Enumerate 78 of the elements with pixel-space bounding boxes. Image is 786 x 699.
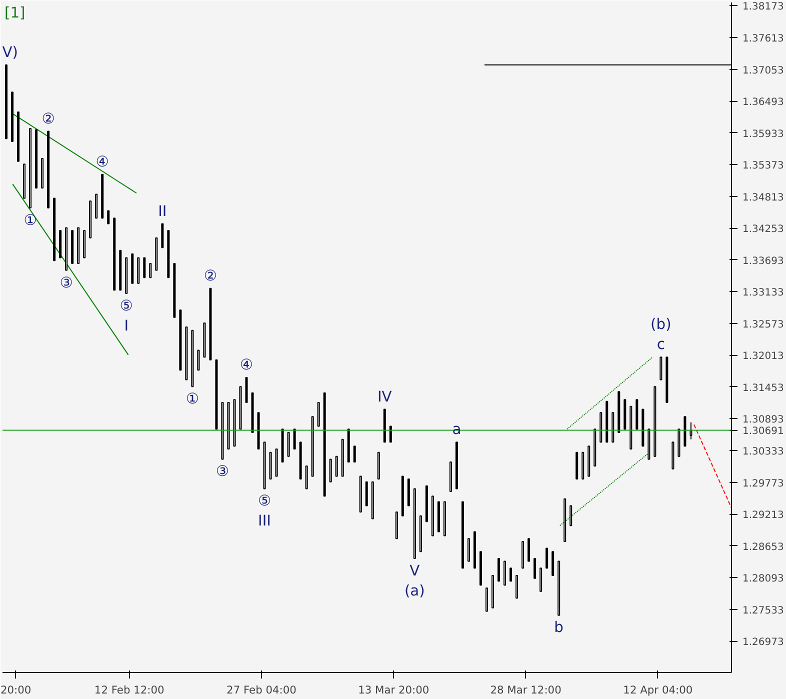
y-tick-label: 1.29213 — [742, 510, 784, 522]
candlestick — [287, 432, 290, 457]
y-tick-label: 1.34813 — [742, 192, 784, 204]
candlestick — [546, 548, 548, 569]
y-tick-label: 1.35373 — [742, 160, 784, 172]
candlestick — [389, 426, 392, 443]
annotation: c — [656, 336, 665, 354]
annotation: ② — [204, 267, 218, 284]
candlestick — [329, 458, 332, 482]
candlestick — [335, 456, 338, 477]
candlestick — [570, 505, 572, 526]
y-tick-label: 1.34253 — [742, 224, 784, 236]
y-tick-label: 1.28093 — [742, 574, 784, 585]
candlestick — [467, 538, 470, 562]
candlestick — [353, 446, 356, 463]
y-tick-label: 1.28653 — [742, 542, 784, 553]
candlestick — [498, 558, 500, 582]
y-tick-label: 1.35933 — [742, 128, 784, 140]
candlestick — [504, 560, 506, 586]
x-tick-label: 27 Feb 04:00 — [226, 684, 297, 696]
x-tick-label: 20:00 — [0, 684, 32, 696]
candlestick — [365, 481, 368, 506]
y-tick-label: 1.36493 — [742, 97, 784, 108]
annotation: ② — [42, 110, 55, 128]
x-tick-label: 28 Mar 12:00 — [490, 684, 562, 696]
candlestick — [534, 558, 536, 579]
annotation: IV — [377, 388, 392, 406]
candlestick — [317, 402, 320, 427]
annotation: V) — [2, 44, 18, 61]
candlestick — [305, 465, 308, 490]
y-tick-label: 1.30893 — [742, 414, 784, 426]
annotation: b — [554, 619, 564, 636]
candlestick — [95, 194, 98, 219]
ref-line-label: 1.30691 — [742, 426, 784, 438]
annotation: (b) — [650, 316, 672, 334]
candlestick — [540, 568, 542, 592]
y-tick-label: 1.30333 — [742, 446, 784, 458]
y-tick-label: 1.33693 — [742, 256, 784, 267]
y-tick-label: 1.38173 — [742, 2, 784, 13]
candlestick — [510, 568, 512, 582]
candlestick — [107, 210, 110, 224]
x-tick-label: 13 Mar 20:00 — [358, 684, 430, 696]
y-tick-label: 1.37613 — [742, 34, 784, 45]
y-tick-label: 1.32573 — [742, 319, 784, 330]
annotation: V — [410, 562, 420, 580]
annotation: ③ — [60, 274, 73, 292]
candlestick — [528, 538, 530, 562]
y-tick-label: 1.33133 — [742, 288, 784, 299]
annotation: III — [258, 512, 272, 530]
y-tick-label: 1.29773 — [742, 478, 784, 490]
annotation: ① — [24, 212, 37, 229]
y-tick-label: 1.26973 — [742, 637, 784, 648]
annotation: ③ — [216, 463, 230, 480]
annotation: II — [158, 202, 167, 220]
candlestick — [197, 350, 200, 371]
annotation: ④ — [96, 153, 109, 170]
x-tick-label: 12 Feb 12:00 — [94, 684, 165, 696]
y-tick-label: 1.31453 — [742, 382, 784, 394]
annotation: ④ — [240, 356, 254, 374]
candlestick — [161, 223, 164, 248]
candlestick — [149, 262, 152, 278]
candlestick — [552, 551, 554, 576]
candlestick — [143, 257, 146, 278]
candlestick — [660, 356, 662, 380]
annotation: I — [124, 318, 129, 335]
x-tick-label: 12 Apr 04:00 — [623, 684, 693, 696]
annotation: [1] — [4, 4, 26, 22]
y-tick-label: 1.32013 — [742, 351, 784, 362]
candlestick — [293, 428, 296, 450]
y-tick-label: 1.37053 — [742, 65, 784, 76]
annotation: ⑤ — [120, 298, 133, 315]
candlestick — [690, 422, 692, 440]
annotation: (a) — [404, 582, 425, 600]
y-tick-label: 1.27533 — [742, 605, 784, 616]
annotation: ① — [186, 390, 200, 408]
annotation: ⑤ — [258, 492, 272, 510]
candlestick — [485, 587, 488, 612]
candlestick — [516, 574, 518, 599]
